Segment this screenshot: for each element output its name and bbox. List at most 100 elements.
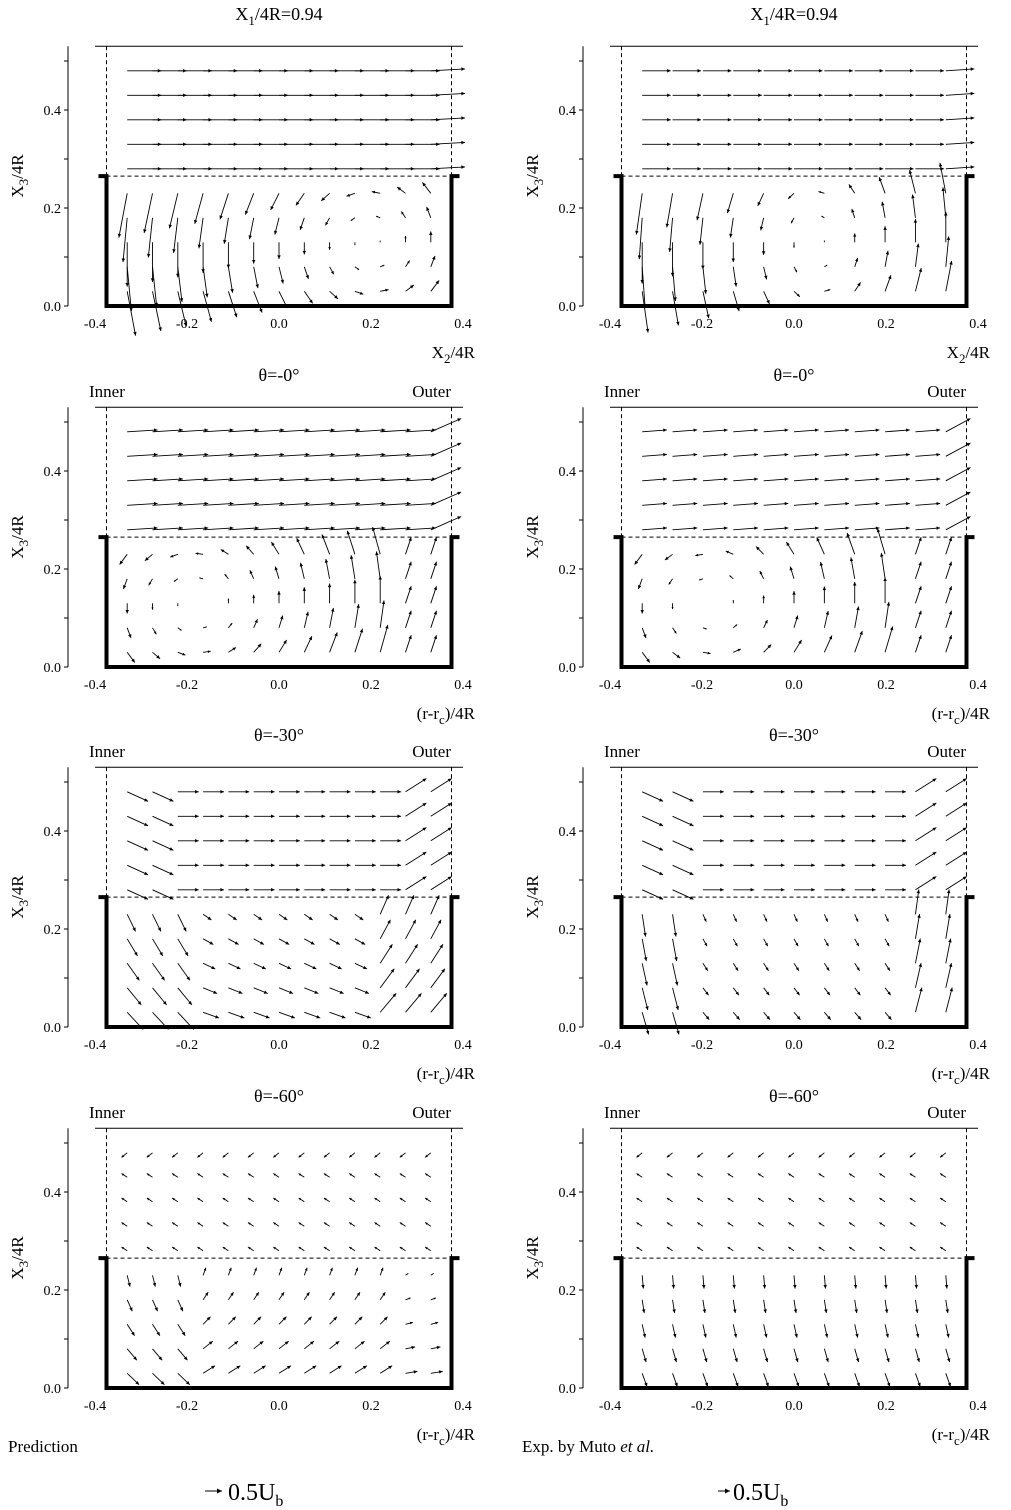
vector-head <box>697 1247 700 1250</box>
vector-head <box>151 607 154 610</box>
vector-head <box>323 1173 327 1176</box>
x-tick-label: 0.0 <box>270 678 288 693</box>
y-tick-label: 0.2 <box>559 202 577 217</box>
velocity-vector <box>126 266 132 312</box>
vector-head <box>857 991 861 996</box>
vector-head <box>673 932 678 937</box>
velocity-vector <box>763 502 789 506</box>
vector-head <box>909 1173 913 1176</box>
vector-head <box>220 863 224 868</box>
velocity-vector <box>642 889 664 900</box>
vector-head <box>349 1222 352 1225</box>
vector-head <box>946 889 951 894</box>
velocity-vector <box>253 429 285 433</box>
vector-head <box>331 1292 335 1296</box>
vector-head <box>856 606 860 611</box>
vector-head <box>236 965 241 970</box>
velocity-vector <box>641 914 646 937</box>
velocity-vector <box>177 502 209 506</box>
vector-head <box>764 1358 769 1363</box>
vector-head <box>707 651 711 655</box>
vector-head <box>640 279 644 284</box>
vector-head <box>689 798 694 802</box>
vector-head <box>150 278 155 283</box>
velocity-vector <box>763 527 789 531</box>
vector-head <box>224 574 227 577</box>
vector-head <box>183 927 187 932</box>
velocity-vector <box>177 1011 195 1030</box>
velocity-vector <box>915 802 937 817</box>
y-tick-label: 0.2 <box>559 923 577 938</box>
velocity-vector <box>430 467 462 482</box>
panel-p2: θ=-0° Inner Outer 0.0 0.2 0.4 X3/4R -0.4 -0.2 0.0… <box>8 365 476 727</box>
velocity-vector <box>672 864 694 876</box>
vector-head <box>161 976 165 981</box>
vector-head <box>305 611 309 616</box>
vector-head <box>788 1247 792 1250</box>
vector-head <box>346 863 351 868</box>
x-axis-label: (r-rc)/4R <box>932 1425 991 1448</box>
velocity-vector <box>945 889 950 915</box>
vector-head <box>940 142 944 147</box>
vector-head <box>327 583 332 588</box>
vector-head <box>727 69 732 73</box>
vector-head <box>156 1331 160 1336</box>
vector-head <box>704 1358 708 1363</box>
vector-head <box>408 586 412 591</box>
vector-head <box>784 428 789 432</box>
velocity-vector <box>642 840 664 851</box>
y-axis-label: X3/4R <box>523 875 546 919</box>
vector-head <box>750 814 755 819</box>
velocity-vector <box>642 815 664 827</box>
vector-head <box>302 587 307 591</box>
vector-head <box>354 244 356 246</box>
velocity-vector <box>733 502 759 506</box>
velocity-vector <box>642 791 664 802</box>
velocity-vector <box>177 429 209 433</box>
vector-head <box>766 1015 771 1020</box>
vector-head <box>232 647 236 651</box>
vector-head <box>941 187 945 192</box>
vector-head <box>153 477 158 481</box>
vector-head <box>663 452 667 457</box>
vector-head <box>878 177 883 182</box>
velocity-vector <box>672 791 694 802</box>
vector-head <box>412 919 416 924</box>
vector-head <box>697 1198 700 1201</box>
vector-head <box>909 1198 913 1201</box>
vector-head <box>245 863 250 868</box>
vector-head <box>335 941 340 945</box>
velocity-vector <box>227 266 234 293</box>
vector-head <box>945 1309 950 1314</box>
velocity-vector <box>884 601 890 628</box>
y-tick-label: 0.4 <box>559 1186 577 1201</box>
vector-head <box>435 1321 439 1325</box>
vector-head <box>299 562 304 567</box>
vector-head <box>659 871 664 875</box>
vector-head <box>422 827 427 831</box>
vector-head <box>461 165 465 169</box>
vector-head <box>970 67 975 71</box>
vector-head <box>392 993 397 998</box>
vector-head <box>794 918 798 922</box>
vector-head <box>915 1309 919 1314</box>
vector-head <box>841 814 846 819</box>
vector-head <box>637 255 642 260</box>
vector-head <box>205 1292 209 1296</box>
vector-head <box>323 1198 327 1201</box>
velocity-vector <box>430 944 444 964</box>
velocity-vector <box>909 169 916 194</box>
vector-head <box>154 1307 158 1312</box>
velocity-vector <box>915 827 937 842</box>
vector-head <box>125 609 129 614</box>
vector-head <box>282 1316 287 1321</box>
vector-head <box>674 1382 678 1387</box>
vector-head <box>381 428 386 432</box>
velocity-vector <box>354 429 386 433</box>
velocity-vector <box>152 791 174 802</box>
vector-head <box>902 888 906 892</box>
vector-head <box>784 501 789 506</box>
vector-head <box>204 428 209 432</box>
vector-head <box>245 790 250 794</box>
vector-head <box>645 328 650 333</box>
